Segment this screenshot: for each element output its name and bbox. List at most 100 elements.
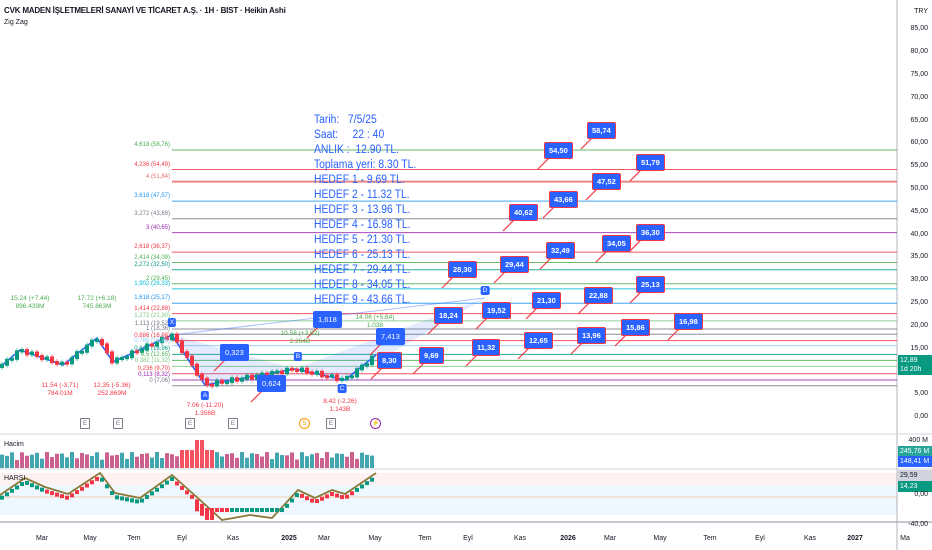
earnings-icon[interactable]: E xyxy=(228,418,238,429)
callout-pointer xyxy=(595,249,609,263)
harsi-overbought-zone xyxy=(0,473,897,485)
candle xyxy=(30,351,34,356)
candle xyxy=(320,370,324,378)
candle xyxy=(140,348,144,353)
candle xyxy=(285,367,289,375)
callout-pointer xyxy=(542,205,556,219)
harsi-candle xyxy=(320,496,324,501)
candle xyxy=(50,356,54,364)
harsi-candle xyxy=(170,477,174,481)
candle xyxy=(85,344,89,353)
volume-bar xyxy=(55,453,59,468)
time-axis-label: Mar xyxy=(35,535,49,542)
harsi-zero: 0,00 xyxy=(914,491,928,498)
info-text-box: Tarih: 7/5/25 Saat: 22 : 40 ANLIK : 12.90 … xyxy=(314,113,416,308)
volume-bar xyxy=(220,456,224,468)
price-axis-label: 60,00 xyxy=(910,139,928,147)
pivot-price: 10.58 (+3.62) xyxy=(280,330,320,337)
candle xyxy=(215,379,219,387)
fib-label: 1 (18,36) xyxy=(145,326,170,333)
fib-label: 0,5 (12,65) xyxy=(140,352,170,359)
callout-pointer xyxy=(629,168,643,182)
target-callout: 36,30 xyxy=(636,224,665,241)
volume-bar xyxy=(275,452,279,468)
volume-bar xyxy=(225,454,229,468)
candle xyxy=(260,372,264,377)
target-callout: 15,86 xyxy=(621,319,650,336)
info-line: HEDEF 9 - 43.66 TL. xyxy=(314,294,411,306)
earnings-icon[interactable]: E xyxy=(326,418,336,429)
info-line: HEDEF 2 - 11.32 TL. xyxy=(314,189,410,201)
pivot-label: 15.24 (+7.44) 896.439M xyxy=(11,295,50,311)
fib-label: 3,618 (47,57) xyxy=(134,193,170,200)
volume-pane-label[interactable]: Hacim xyxy=(4,441,24,448)
info-line: HEDEF 4 - 16.98 TL. xyxy=(314,219,411,231)
harsi-candle xyxy=(215,508,219,512)
harsi-candle xyxy=(315,499,319,504)
time-axis-label: May xyxy=(368,535,382,542)
volume-bar xyxy=(305,456,309,468)
volume-bar xyxy=(30,454,34,468)
harsi-candle xyxy=(35,485,39,490)
price-axis-label: 15,00 xyxy=(910,344,928,352)
candle xyxy=(125,356,129,360)
candle xyxy=(270,370,274,377)
price-axis-label: 65,00 xyxy=(910,116,928,124)
callout-pointer xyxy=(213,358,227,372)
dividend-icon[interactable]: S xyxy=(299,418,310,429)
volume-bar xyxy=(90,456,94,468)
pivot-label: 8.42 (-2.26) 1.143B xyxy=(323,398,357,414)
price-axis-label: 30,00 xyxy=(910,276,928,284)
candle xyxy=(210,383,214,387)
earnings-icon[interactable]: E xyxy=(80,418,90,429)
harsi-candle xyxy=(175,481,179,486)
volume-bar xyxy=(320,458,324,468)
volume-bar xyxy=(150,457,154,468)
volume-bar xyxy=(10,452,14,468)
split-icon[interactable]: ⚡ xyxy=(370,418,381,429)
volume-bar xyxy=(145,453,149,468)
volume-bar xyxy=(120,452,124,468)
harsi-candle xyxy=(125,497,129,502)
harsi-candle xyxy=(325,494,329,499)
fib-label: 0,236 (9,70) xyxy=(137,365,170,372)
candle xyxy=(200,373,204,380)
candle xyxy=(65,361,69,365)
harsi-tag-2: 14,23 xyxy=(898,481,932,492)
earnings-icon[interactable]: E xyxy=(113,418,123,429)
symbol-title[interactable]: CVK MADEN İŞLETMELERİ SANAYİ VE TİCARET … xyxy=(4,6,286,15)
volume-axis-label: 400 M xyxy=(908,437,928,444)
fib-label: 2,272 (32,50) xyxy=(134,261,170,268)
callout-pointer xyxy=(629,238,643,252)
harsi-candle xyxy=(140,498,144,503)
harsi-candle xyxy=(290,498,294,503)
time-axis-label: Tem xyxy=(418,535,432,542)
pivot-price: 17.72 (+6.18) xyxy=(77,295,117,302)
callout-pointer xyxy=(629,290,643,304)
indicator-label[interactable]: Zig Zag xyxy=(4,19,28,26)
fib-label: 3 (40,65) xyxy=(145,224,170,231)
harsi-candle xyxy=(75,490,79,495)
candle xyxy=(205,377,209,386)
harsi-candle xyxy=(235,508,239,512)
volume-bar xyxy=(215,452,219,468)
price-axis-label: 0,00 xyxy=(914,413,928,420)
earnings-icon[interactable]: E xyxy=(185,418,195,429)
harsi-candle xyxy=(370,477,374,482)
time-axis-label: May xyxy=(653,535,667,542)
volume-bar xyxy=(60,453,64,468)
candle xyxy=(240,377,244,382)
pivot-label: 11.54 (-3.71) 784.01M xyxy=(42,382,79,398)
harsi-candle xyxy=(90,480,94,485)
candle xyxy=(360,364,364,371)
time-axis-label: Eyl xyxy=(177,535,187,542)
candle xyxy=(195,363,199,376)
candle xyxy=(335,374,339,382)
harsi-candle xyxy=(120,496,124,501)
harsi-candle xyxy=(240,508,244,512)
candle xyxy=(75,351,79,360)
time-axis-label: Ma xyxy=(900,535,910,542)
harsi-pane-label[interactable]: HARSI xyxy=(4,475,26,482)
currency-label[interactable]: TRY xyxy=(914,8,928,15)
fib-label: 1,618 (25,17) xyxy=(134,295,170,302)
